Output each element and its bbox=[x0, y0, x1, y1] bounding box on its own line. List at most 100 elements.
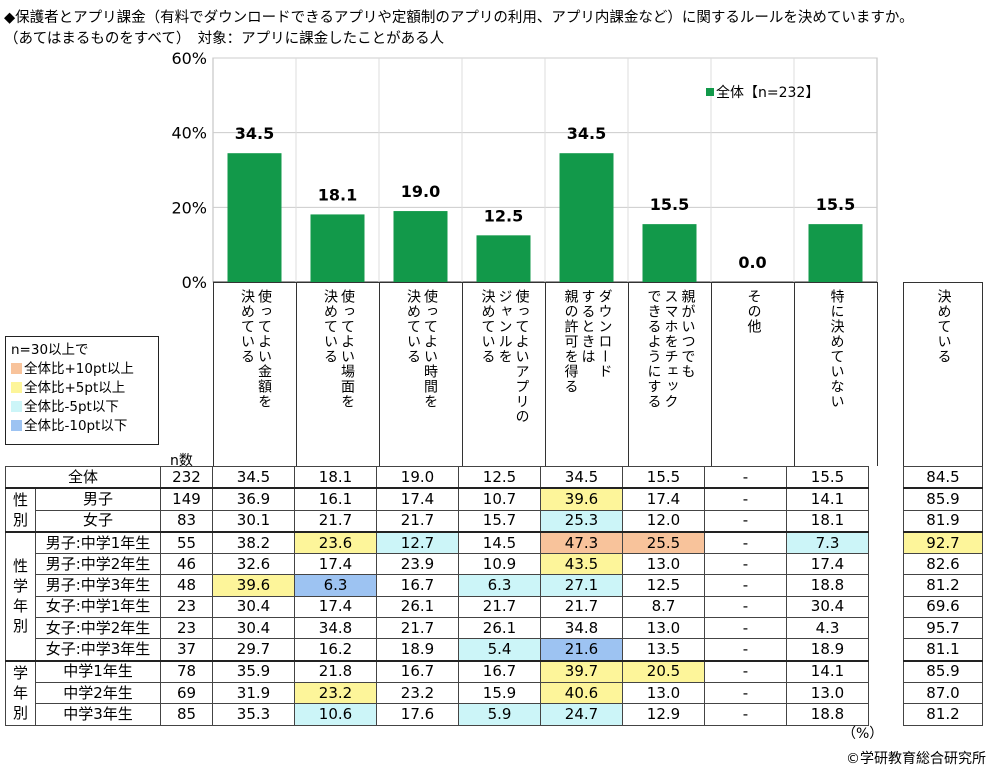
data-label: 15.5 bbox=[650, 195, 689, 214]
value-cell: 25.5 bbox=[622, 530, 705, 555]
value-cell: 34.5 bbox=[540, 466, 623, 489]
value-cell: 13.0 bbox=[786, 681, 869, 705]
row-label: 中学2年生 bbox=[35, 681, 161, 705]
total-cell: 92.7 bbox=[903, 530, 983, 555]
value-cell: 23.6 bbox=[294, 530, 377, 555]
row-label: 女子:中学2年生 bbox=[35, 617, 161, 640]
data-label: 19.0 bbox=[401, 182, 440, 201]
value-cell: 34.8 bbox=[294, 617, 377, 640]
table-row: 中学3年生 85 35.3 10.6 17.6 5.9 24.7 12.9-18.8 bbox=[6, 703, 869, 726]
legend-label: 全体比-10pt以下 bbox=[24, 418, 128, 434]
table-row: 女子 83 30.1 21.7 21.7 15.7 25.3 12.0-18.1 bbox=[6, 509, 869, 533]
value-cell: 18.1 bbox=[294, 466, 377, 489]
legend-item: 全体比+5pt以上 bbox=[11, 379, 158, 398]
value-cell: 10.9 bbox=[458, 553, 541, 576]
value-cell: 30.1 bbox=[212, 509, 295, 533]
value-cell: 17.4 bbox=[294, 595, 377, 619]
n-count-cell: 85 bbox=[160, 703, 213, 726]
table-row: 81.2 bbox=[903, 574, 983, 597]
y-tick-label: 0% bbox=[182, 273, 207, 292]
table-row: 女子:中学2年生 23 30.4 34.8 21.7 26.1 34.8 13.0-4.3 bbox=[6, 617, 869, 640]
value-cell: 13.0 bbox=[622, 617, 705, 640]
table-row: 84.5 bbox=[903, 466, 983, 489]
value-cell: - bbox=[704, 553, 787, 576]
column-header: その他 bbox=[711, 282, 795, 466]
value-cell: - bbox=[704, 530, 787, 555]
legend-item: 全体比-10pt以下 bbox=[11, 417, 158, 436]
value-cell: 17.4 bbox=[622, 487, 705, 511]
value-cell: 25.3 bbox=[540, 509, 623, 533]
row-label: 女子 bbox=[35, 509, 161, 533]
column-header: 使ってよい金額を 決めている bbox=[213, 282, 297, 466]
table-row: 女子:中学3年生 37 29.7 16.2 18.9 5.4 21.6 13.5-18.9 bbox=[6, 638, 869, 662]
value-cell: 20.5 bbox=[622, 659, 705, 683]
table-row: 性 学 年 別男子:中学1年生 55 38.2 23.6 12.7 14.5 47.3 25.… bbox=[5, 530, 869, 662]
value-cell: 12.7 bbox=[376, 530, 459, 555]
row-label: 男子:中学1年生 bbox=[35, 530, 161, 555]
value-cell: - bbox=[704, 617, 787, 640]
n-count-cell: 83 bbox=[160, 509, 213, 533]
value-cell: 32.6 bbox=[212, 553, 295, 576]
total-cell: 81.1 bbox=[903, 638, 983, 662]
legend-swatch bbox=[11, 363, 22, 374]
value-cell: 34.5 bbox=[212, 466, 295, 489]
value-cell: 21.7 bbox=[294, 509, 377, 533]
data-label: 34.5 bbox=[567, 124, 606, 143]
n-count-header: n数 bbox=[170, 453, 193, 469]
value-cell: 23.2 bbox=[294, 681, 377, 705]
value-cell: 14.1 bbox=[786, 659, 869, 683]
value-cell: - bbox=[704, 574, 787, 597]
group-label: 性 別 bbox=[5, 487, 36, 533]
value-cell: 40.6 bbox=[540, 681, 623, 705]
total-cell: 85.9 bbox=[903, 487, 983, 511]
value-cell: 47.3 bbox=[540, 530, 623, 555]
n-count-cell: 55 bbox=[160, 530, 213, 555]
row-label: 中学1年生 bbox=[35, 659, 161, 683]
legend-swatch bbox=[11, 401, 22, 412]
value-cell: 16.1 bbox=[294, 487, 377, 511]
total-cell: 82.6 bbox=[903, 553, 983, 576]
value-cell: - bbox=[704, 638, 787, 662]
value-cell: 13.0 bbox=[622, 681, 705, 705]
value-cell: 21.8 bbox=[294, 659, 377, 683]
table-row: 85.9 bbox=[903, 659, 983, 683]
unit-label: （%） bbox=[842, 726, 884, 742]
value-cell: 7.3 bbox=[786, 530, 869, 555]
value-cell: 13.0 bbox=[622, 553, 705, 576]
value-cell: 16.2 bbox=[294, 638, 377, 662]
data-label: 12.5 bbox=[484, 206, 523, 225]
n-count-cell: 48 bbox=[160, 574, 213, 597]
copyright: ©学研教育総合研究所 bbox=[846, 751, 986, 767]
n-count-cell: 149 bbox=[160, 487, 213, 511]
legend-label: 全体比-5pt以下 bbox=[24, 399, 119, 415]
value-cell: 16.7 bbox=[376, 659, 459, 683]
value-cell: 34.8 bbox=[540, 617, 623, 640]
value-cell: 21.7 bbox=[376, 617, 459, 640]
value-cell: 13.5 bbox=[622, 638, 705, 662]
value-cell: 15.7 bbox=[458, 509, 541, 533]
table-row: 92.7 bbox=[903, 530, 983, 555]
value-cell: 15.5 bbox=[786, 466, 869, 489]
value-cell: 15.9 bbox=[458, 681, 541, 705]
value-cell: 23.2 bbox=[376, 681, 459, 705]
column-header: 使ってよい時間を 決めている bbox=[379, 282, 463, 466]
data-label: 34.5 bbox=[235, 124, 274, 143]
value-cell: - bbox=[704, 659, 787, 683]
total-cell: 69.6 bbox=[903, 595, 983, 619]
bar bbox=[808, 224, 863, 282]
legend-swatch bbox=[11, 382, 22, 393]
value-cell: 35.3 bbox=[212, 703, 295, 726]
chart-title: ◆保護者とアプリ課金（有料でダウンロードできるアプリや定額制のアプリの利用、アプ… bbox=[4, 10, 914, 26]
table-row: 82.6 bbox=[903, 553, 983, 576]
total-cell: 81.9 bbox=[903, 509, 983, 533]
n-count-cell: 46 bbox=[160, 553, 213, 576]
table-row: 性 別男子 149 36.9 16.1 17.4 10.7 39.6 17.4-14.1 bbox=[5, 487, 869, 533]
value-cell: 21.7 bbox=[540, 595, 623, 619]
total-cell: 85.9 bbox=[903, 659, 983, 683]
value-cell: 14.1 bbox=[786, 487, 869, 511]
bar bbox=[227, 153, 282, 282]
data-label: 18.1 bbox=[318, 185, 357, 204]
value-cell: 39.6 bbox=[212, 574, 295, 597]
table-row: 中学2年生 69 31.9 23.2 23.2 15.9 40.6 13.0-13.0 bbox=[6, 681, 869, 705]
table-row: 87.0 bbox=[903, 681, 983, 705]
